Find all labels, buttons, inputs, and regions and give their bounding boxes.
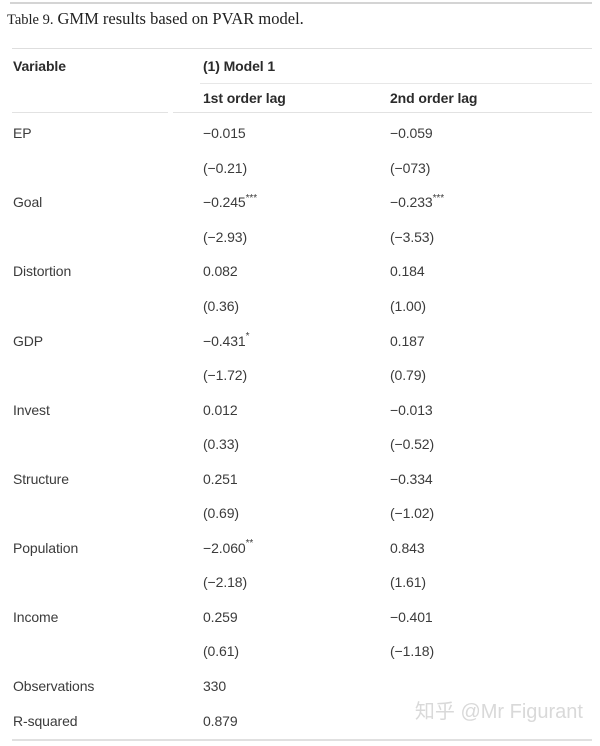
cell-lag1: (0.69)	[203, 505, 239, 522]
cell-lag2: 0.187	[390, 332, 425, 349]
cell-lag1: (−2.93)	[203, 228, 248, 245]
col-header-lag1: 1st order lag	[203, 89, 286, 106]
header-top-rule	[12, 48, 592, 49]
row-label: Distortion	[13, 263, 72, 280]
cell-lag1: (−1.72)	[203, 367, 248, 384]
table-row: (0.69) (−1.02)	[0, 496, 592, 531]
cell-lag2: −0.334	[390, 470, 433, 487]
caption-label: Table 9.	[7, 12, 54, 28]
cell-lag1: 0.251	[203, 470, 238, 487]
cell-lag2: (1.61)	[390, 574, 426, 591]
table-header-row-1: Variable (1) Model 1	[0, 48, 592, 83]
table-row: Invest 0.012 −0.013	[0, 392, 592, 427]
cell-lag1: (−0.21)	[203, 159, 248, 176]
row-label: Observations	[13, 678, 95, 695]
table-row: GDP −0.431* 0.187	[0, 323, 592, 358]
cell-lag2: 0.184	[390, 263, 425, 280]
table-row: (0.36) (1.00)	[0, 289, 592, 324]
table-row: Goal −0.245*** −0.233***	[0, 185, 592, 220]
watermark-handle: @Mr Figurant	[460, 701, 583, 723]
cell-lag2: −0.233***	[390, 192, 444, 211]
cell-lag1: 0.082	[203, 263, 238, 280]
bottom-rule	[12, 739, 592, 741]
header-bottom-rule-right	[173, 112, 592, 113]
row-label: GDP	[13, 332, 44, 349]
row-label: Population	[13, 539, 79, 556]
cell-lag2: −0.013	[390, 401, 433, 418]
row-label: Structure	[13, 470, 69, 487]
significance-stars: **	[245, 538, 254, 550]
cell-lag2: 0.843	[390, 539, 425, 556]
cell-lag1: (−2.18)	[203, 574, 248, 591]
table-body: EP −0.015 −0.059 (−0.21) (−073) Goal −0.245***…	[0, 116, 592, 738]
table-row: Structure 0.251 −0.334	[0, 461, 592, 496]
significance-stars: ***	[245, 192, 257, 204]
table-row: (−1.72) (0.79)	[0, 358, 592, 393]
col-header-lag2: 2nd order lag	[390, 89, 478, 106]
cell-lag1: 0.012	[203, 401, 238, 418]
significance-stars: *	[245, 330, 250, 342]
table-row: Income 0.259 −0.401	[0, 600, 592, 635]
row-label: R-squared	[13, 712, 78, 729]
top-rule	[10, 2, 592, 4]
table-row: Observations 330	[0, 669, 592, 704]
cell-lag1: −0.015	[203, 125, 246, 142]
cell-lag2: (−3.53)	[390, 228, 435, 245]
cell-lag2: (0.79)	[390, 367, 426, 384]
caption-text: GMM results based on PVAR model.	[57, 9, 304, 28]
cell-lag1: −2.060**	[203, 538, 254, 556]
table-caption: Table 9. GMM results based on PVAR model.	[7, 8, 592, 31]
cell-lag1: −0.431*	[203, 330, 250, 349]
table-row: EP −0.015 −0.059	[0, 116, 592, 151]
table-row: Distortion 0.082 0.184	[0, 254, 592, 289]
cell-lag1: (0.61)	[203, 643, 239, 660]
table-row: (0.33) (−0.52)	[0, 427, 592, 462]
model-underline-rule	[200, 83, 592, 84]
row-label: Goal	[13, 194, 43, 211]
table-row: (−0.21) (−073)	[0, 151, 592, 186]
table-row: (−2.93) (−3.53)	[0, 220, 592, 255]
table-row: (−2.18) (1.61)	[0, 565, 592, 600]
table-row: Population −2.060** 0.843	[0, 531, 592, 566]
header-bottom-rule-left	[12, 112, 168, 113]
row-label: EP	[13, 125, 32, 142]
watermark-site-name: 知乎	[414, 701, 455, 723]
cell-lag1: −0.245***	[203, 192, 257, 211]
col-header-variable: Variable	[13, 57, 66, 74]
significance-stars: ***	[432, 192, 444, 204]
cell-lag1: (0.33)	[203, 436, 239, 453]
cell-lag2: (−0.52)	[390, 436, 435, 453]
row-label: Invest	[13, 401, 50, 418]
cell-lag2: (−1.02)	[390, 505, 435, 522]
cell-lag1: 0.879	[203, 712, 238, 729]
table-row: (0.61) (−1.18)	[0, 634, 592, 669]
col-header-model: (1) Model 1	[203, 57, 276, 74]
cell-lag2: (−1.18)	[390, 643, 435, 660]
cell-lag2: −0.059	[390, 125, 433, 142]
cell-lag1: (0.36)	[203, 298, 239, 314]
cell-lag2: (−073)	[390, 159, 431, 176]
cell-lag2: (1.00)	[390, 298, 426, 314]
table-row: R-squared 0.879	[0, 703, 592, 738]
cell-lag1: 0.259	[203, 608, 238, 625]
table-header-row-2: 1st order lag 2nd order lag	[0, 83, 592, 112]
row-label: Income	[13, 608, 59, 625]
cell-lag2: −0.401	[390, 608, 433, 625]
watermark: 知乎 @Mr Figurant	[415, 699, 583, 725]
cell-lag1: 330	[203, 678, 227, 695]
